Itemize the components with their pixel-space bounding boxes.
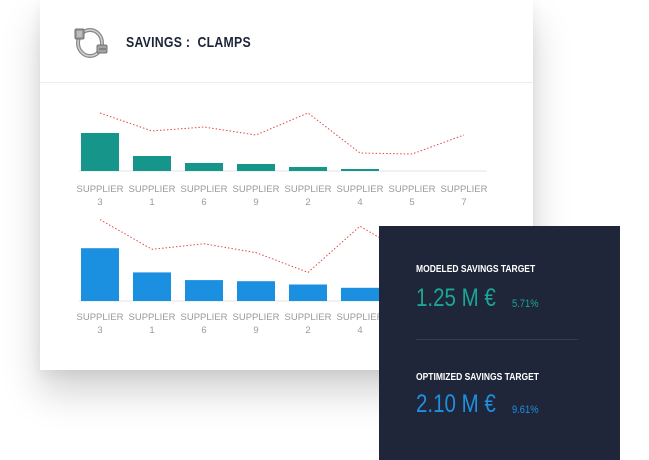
category-label: SUPPLIER 2 (285, 312, 332, 336)
optimized-target-value: 2.10 M € (416, 390, 496, 418)
category-label: SUPPLIER 3 (77, 184, 124, 208)
optimized-target-label: OPTIMIZED SAVINGS TARGET (416, 372, 539, 383)
category-label: SUPPLIER 3 (77, 312, 124, 336)
bar-supplier-1 (133, 272, 171, 301)
category-label: SUPPLIER 4 (337, 312, 384, 336)
bar-supplier-9 (237, 281, 275, 301)
category-label: SUPPLIER 9 (233, 312, 280, 336)
bar-supplier-4 (341, 287, 379, 301)
category-label: SUPPLIER 1 (129, 184, 176, 208)
savings-card: SAVINGS : CLAMPS (40, 0, 533, 370)
bar-supplier-9 (237, 164, 275, 171)
category-label: SUPPLIER 1 (129, 312, 176, 336)
category-label: SUPPLIER 6 (181, 184, 228, 208)
bar-supplier-3 (81, 133, 119, 171)
trend-line (99, 112, 465, 155)
panel-divider (416, 339, 578, 340)
bar-supplier-2 (289, 167, 327, 171)
bar-supplier-6 (185, 163, 223, 171)
bar-supplier-6 (185, 280, 223, 301)
pipe-clamp-icon (74, 28, 108, 58)
modeled-target-value: 1.25 M € (416, 284, 496, 312)
card-header: SAVINGS : CLAMPS (40, 0, 533, 83)
category-label: SUPPLIER 4 (337, 184, 384, 208)
page-title: SAVINGS : CLAMPS (126, 34, 251, 51)
category-label: SUPPLIER 6 (181, 312, 228, 336)
category-label: SUPPLIER 2 (285, 184, 332, 208)
bar-supplier-4 (341, 169, 379, 171)
optimized-target-percent: 9.61% (512, 404, 539, 416)
category-label: SUPPLIER 9 (233, 184, 280, 208)
savings-summary-panel: MODELED SAVINGS TARGET 1.25 M € 5.71% OP… (379, 226, 620, 460)
bar-supplier-1 (133, 156, 171, 171)
modeled-target-label: MODELED SAVINGS TARGET (416, 264, 536, 275)
bar-supplier-3 (81, 248, 119, 301)
bar-supplier-2 (289, 284, 327, 301)
modeled-target-percent: 5.71% (512, 298, 539, 310)
